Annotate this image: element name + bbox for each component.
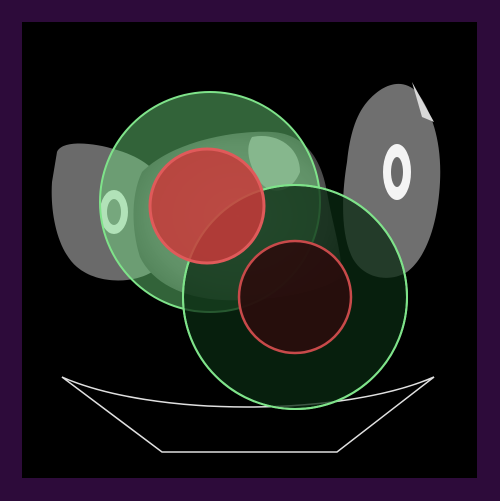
ct-viewport[interactable] [22, 22, 477, 478]
ct-table [61, 376, 435, 453]
inner-target-upper[interactable] [148, 147, 266, 265]
inner-target-lower[interactable] [237, 239, 353, 355]
ct-image [51, 82, 441, 453]
